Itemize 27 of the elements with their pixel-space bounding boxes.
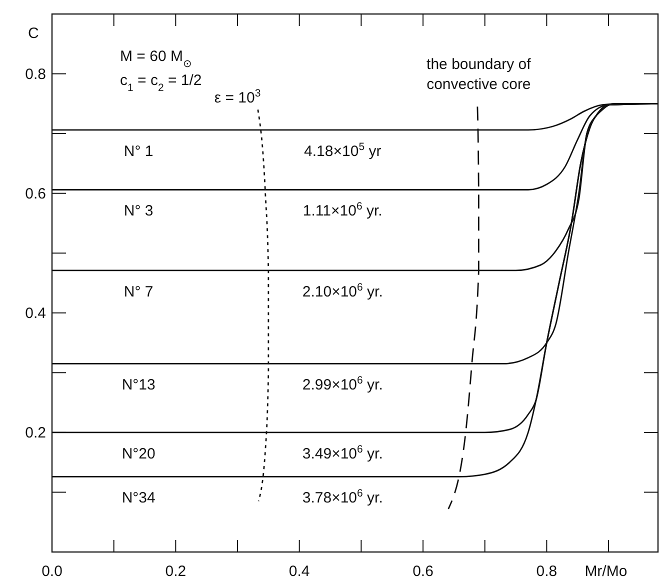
series-label: N° 7 [124, 283, 154, 300]
series-label: N° 1 [124, 142, 154, 160]
annotation: 3.78×10$^{6}$ yr. [302, 488, 383, 507]
annotation: 2.99×10$^{6}$ yr. [302, 374, 383, 394]
y-tick-label: 0.6 [25, 185, 46, 202]
x-tick-label: 0.8 [536, 563, 558, 580]
y-axis-title: C [28, 24, 39, 42]
y-tick-label: 0.8 [25, 66, 46, 83]
annotation: 2.10×10$^{6}$ yr. [302, 281, 383, 300]
y-tick-label: 0.2 [25, 424, 46, 442]
series-label: N°20 [122, 445, 156, 462]
x-tick-label: 0.0 [42, 563, 62, 580]
x-tick-label: 0.2 [165, 563, 186, 580]
series-label: N°34 [122, 490, 156, 507]
annotation: the boundary of convective core [426, 56, 532, 93]
x-tick-label: 0.4 [288, 563, 310, 580]
annotation: 1.11×10$^{6}$ yr. [302, 200, 382, 220]
annotation: M = 60 M$_{⊙}$ [120, 48, 192, 70]
series-label: N°13 [122, 376, 156, 394]
annotation: ε = 10$^{3}$ [214, 88, 261, 107]
annotation: 3.49×10$^{6}$ yr. [302, 443, 383, 462]
annotation: c$_{1}$ = c$_{2}$ = 1/2 [120, 72, 202, 94]
y-tick-label: 0.4 [25, 304, 46, 322]
x-tick-label: 0.6 [412, 563, 434, 580]
x-axis-title: Mr/Mo [584, 563, 628, 580]
series-label: N° 3 [124, 202, 154, 220]
annotation: 4.18×10$^{5}$ yr [304, 140, 382, 160]
